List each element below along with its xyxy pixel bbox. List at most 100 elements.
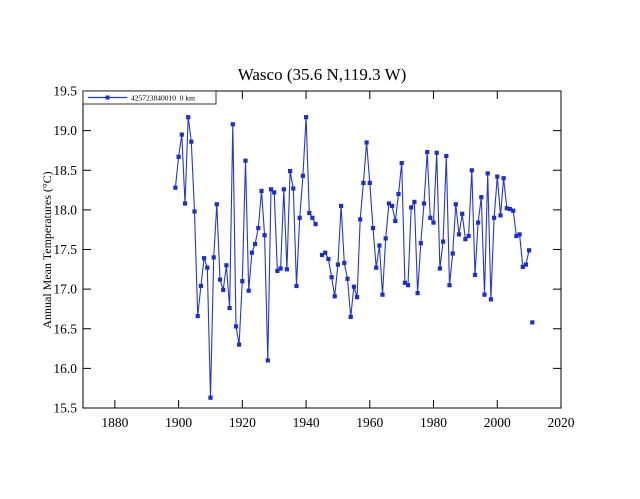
data-point-marker [214, 202, 219, 207]
data-point-marker [523, 262, 528, 267]
x-axis-tick-label: 1960 [356, 415, 383, 430]
data-point-marker [319, 252, 325, 258]
series-line [321, 141, 530, 318]
data-point-marker [304, 115, 309, 120]
data-point-marker [390, 203, 395, 208]
data-point-marker [198, 283, 203, 289]
data-point-marker [326, 256, 331, 262]
data-point-marker [310, 215, 315, 220]
data-point-marker [179, 132, 184, 137]
data-point-marker [313, 222, 318, 227]
data-point-marker [476, 220, 481, 225]
data-point-marker [217, 277, 223, 282]
data-point-marker [253, 241, 258, 247]
legend: 425723840010 0 km [82, 90, 217, 105]
x-axis-tick-label: 1940 [293, 415, 320, 430]
data-point-marker [294, 283, 299, 289]
data-point-marker [380, 292, 385, 297]
y-axis-tick-label: 15.5 [53, 401, 77, 416]
plot-area: 1880 1900 1920 1940 1960 1980 2000 2020 15.5 16.0… [53, 84, 574, 430]
data-point-marker [466, 233, 471, 239]
data-point-marker [323, 250, 328, 255]
legend-marker-square [105, 95, 110, 100]
y-axis-tick-label: 19.5 [53, 84, 77, 99]
y-axis-tick-label: 18.5 [53, 163, 77, 178]
data-point-marker [520, 264, 525, 269]
data-point-marker [195, 314, 200, 319]
data-point-marker [278, 266, 283, 271]
data-point-marker [428, 215, 433, 220]
data-point-marker [262, 233, 267, 238]
data-point-marker [511, 208, 516, 213]
data-point-marker [351, 284, 356, 289]
data-point-marker [291, 186, 296, 191]
data-point-marker [453, 202, 458, 207]
data-point-marker [418, 241, 423, 246]
data-point-marker [211, 255, 216, 260]
data-point-marker [224, 263, 229, 268]
data-point-marker [364, 140, 369, 145]
data-point-marker [281, 187, 286, 192]
x-axis-tick-label: 1900 [165, 415, 192, 430]
data-point-marker [507, 207, 513, 212]
data-point-marker [246, 288, 251, 293]
data-point-marker [307, 210, 312, 216]
data-point-marker [300, 173, 305, 178]
data-point-marker [265, 358, 270, 363]
data-point-marker [329, 275, 334, 280]
data-point-marker [332, 294, 337, 299]
data-point-marker [412, 199, 417, 204]
y-axis-tick-label: 17.0 [53, 282, 77, 297]
data-point-marker [348, 314, 353, 319]
data-point-marker [472, 272, 478, 277]
data-point-marker [227, 306, 232, 311]
data-point-marker [361, 180, 366, 185]
data-point-marker [275, 268, 280, 273]
data-point-marker [186, 115, 191, 120]
data-point-marker [249, 250, 254, 255]
data-point-marker [374, 265, 379, 270]
data-point-marker [437, 266, 442, 271]
data-point-marker [182, 201, 188, 206]
data-point-marker [456, 232, 462, 237]
x-axis-tick-label: 2020 [548, 415, 575, 430]
data-point-marker [479, 195, 484, 200]
data-point-marker [377, 243, 382, 248]
chart-title: Wasco (35.6 N,119.3 W) [238, 65, 407, 84]
y-axis-label: Annual Mean Temperatures (°C) [40, 171, 54, 328]
y-axis-tick-label: 19.0 [53, 123, 77, 138]
data-point-marker [527, 248, 532, 253]
y-axis-tick-label: 16.0 [53, 361, 77, 376]
data-point-marker [504, 206, 509, 211]
data-point-marker [176, 154, 181, 159]
data-point-marker [447, 283, 452, 288]
y-axis-tick-label: 18.0 [53, 202, 77, 217]
data-point-marker [240, 279, 245, 284]
data-point-marker [488, 297, 493, 302]
legend-box [82, 90, 217, 105]
data-point-marker [441, 239, 446, 244]
data-point-marker [230, 122, 235, 127]
x-axis-tick-label: 1980 [420, 415, 447, 430]
data-point-marker [339, 203, 344, 208]
data-point-marker [495, 174, 500, 179]
x-axis-tick-label: 1880 [101, 415, 128, 430]
data-point-marker [482, 292, 487, 297]
data-point-marker [415, 291, 420, 296]
data-point-marker [393, 218, 398, 224]
data-point-marker [233, 324, 239, 329]
data-point-marker [205, 265, 210, 270]
data-point-marker [402, 280, 407, 285]
data-point-marker [237, 342, 242, 347]
data-point-marker [358, 217, 363, 222]
y-axis-tick-label: 16.5 [53, 321, 77, 336]
data-point-marker [243, 158, 248, 163]
data-point-marker [386, 201, 391, 206]
data-point-marker [517, 232, 522, 237]
data-point-marker [192, 209, 197, 214]
data-point-marker [383, 236, 388, 241]
data-point-marker [173, 185, 178, 190]
data-point-marker [425, 149, 430, 155]
data-point-marker [498, 213, 503, 218]
